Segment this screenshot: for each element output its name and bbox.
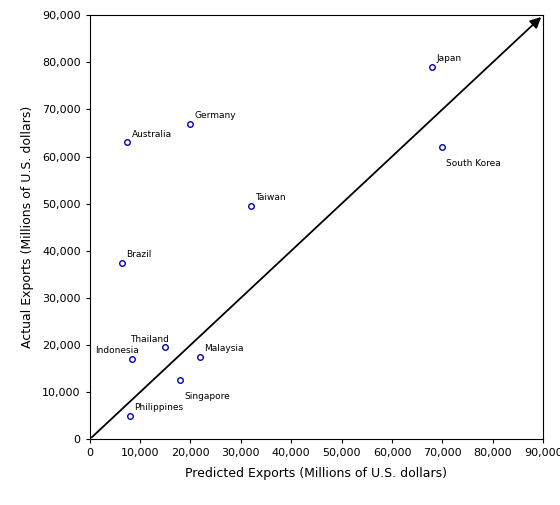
Text: Indonesia: Indonesia xyxy=(95,346,138,356)
Text: Brazil: Brazil xyxy=(127,250,152,259)
Text: Japan: Japan xyxy=(436,54,461,63)
Text: Taiwan: Taiwan xyxy=(255,193,286,203)
Text: Australia: Australia xyxy=(132,130,171,139)
X-axis label: Predicted Exports (Millions of U.S. dollars): Predicted Exports (Millions of U.S. doll… xyxy=(185,467,447,480)
Text: Philippines: Philippines xyxy=(134,403,183,412)
Text: Thailand: Thailand xyxy=(130,335,169,344)
Text: Germany: Germany xyxy=(194,111,236,120)
Y-axis label: Actual Exports (Millions of U.S. dollars): Actual Exports (Millions of U.S. dollars… xyxy=(21,106,34,348)
Text: Malaysia: Malaysia xyxy=(204,344,244,353)
Text: Singapore: Singapore xyxy=(184,392,230,401)
Text: South Korea: South Korea xyxy=(446,159,501,168)
